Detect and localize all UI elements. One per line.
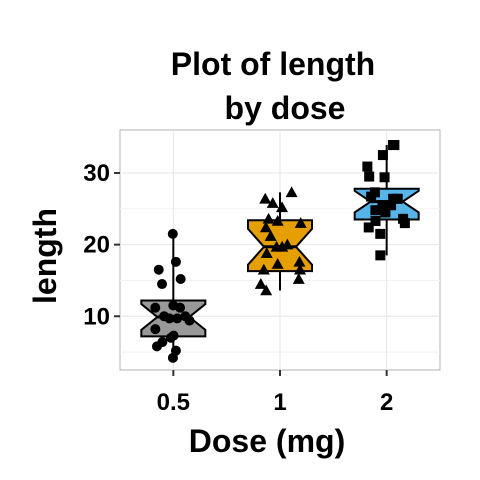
- chart-title-line-1: Plot of length: [171, 46, 375, 82]
- data-point-triangle: [285, 186, 298, 198]
- data-point-triangle: [271, 214, 284, 226]
- data-point-circle: [180, 311, 191, 322]
- x-tick-label: 0.5: [157, 389, 190, 416]
- x-tick-label: 2: [380, 389, 393, 416]
- y-tick-label: 20: [83, 232, 110, 259]
- data-point-square: [363, 222, 374, 233]
- data-point-circle: [150, 324, 161, 335]
- point-layer: [150, 140, 410, 363]
- data-point-square: [377, 150, 388, 161]
- data-point-circle: [175, 274, 186, 285]
- data-point-circle: [168, 300, 179, 311]
- data-point-triangle: [264, 230, 277, 241]
- data-point-square: [375, 228, 386, 239]
- data-point-circle: [157, 279, 168, 290]
- data-point-triangle: [281, 238, 294, 250]
- data-point-circle: [159, 311, 170, 322]
- y-tick-label: 10: [83, 303, 110, 330]
- data-point-square: [370, 215, 381, 226]
- data-point-circle: [170, 256, 181, 267]
- data-point-triangle: [254, 278, 267, 289]
- axis-layer: 10 20 30 0.5 1 2: [83, 160, 393, 416]
- data-point-triangle: [293, 255, 306, 267]
- data-point-triangle: [259, 192, 272, 204]
- data-point-triangle: [259, 221, 272, 233]
- data-point-triangle: [262, 212, 275, 224]
- data-point-square: [370, 205, 381, 216]
- data-point-square: [379, 172, 390, 183]
- data-point-circle: [153, 264, 164, 275]
- x-tick-label: 1: [273, 389, 286, 416]
- data-point-triangle: [294, 217, 307, 228]
- data-point-square: [369, 187, 380, 198]
- chart-title-line-2: by dose: [225, 90, 346, 126]
- data-point-square: [375, 250, 386, 261]
- data-point-square: [362, 161, 373, 172]
- data-point-square: [388, 193, 399, 204]
- data-point-circle: [172, 313, 183, 324]
- data-point-triangle: [271, 257, 284, 269]
- data-point-triangle: [260, 284, 273, 296]
- data-point-triangle: [292, 273, 305, 284]
- data-point-triangle: [257, 263, 270, 275]
- y-axis-title: length: [27, 208, 63, 304]
- y-tick-label: 30: [83, 160, 110, 187]
- data-point-square: [380, 207, 391, 218]
- x-axis-title: Dose (mg): [189, 423, 345, 459]
- data-point-square: [398, 213, 409, 224]
- data-point-square: [377, 200, 388, 211]
- data-point-circle: [167, 228, 178, 239]
- data-point-square: [386, 200, 397, 211]
- data-point-triangle: [276, 201, 289, 213]
- data-point-triangle: [260, 247, 273, 259]
- data-point-triangle: [266, 197, 279, 208]
- data-point-circle: [170, 345, 181, 356]
- data-point-circle: [157, 337, 168, 348]
- data-point-square: [387, 140, 398, 151]
- data-point-circle: [168, 330, 179, 341]
- data-point-square: [364, 171, 375, 182]
- data-point-circle: [150, 302, 161, 313]
- data-point-triangle: [294, 263, 307, 275]
